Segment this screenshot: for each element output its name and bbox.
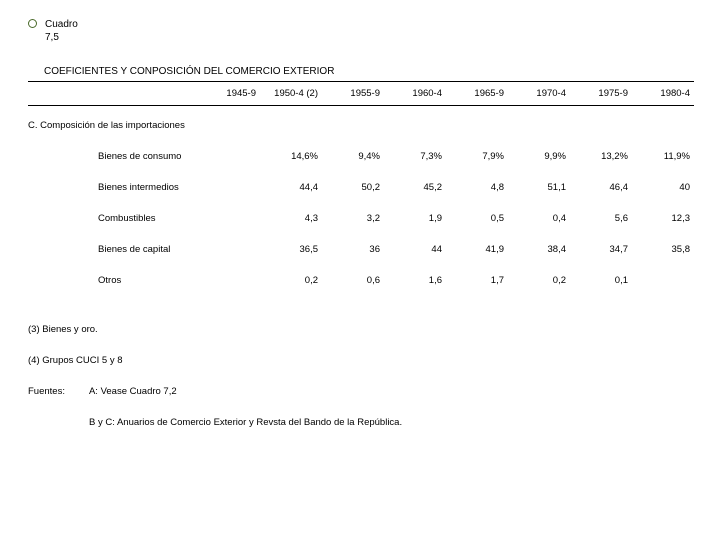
cuadro-line1: Cuadro bbox=[45, 18, 78, 31]
cell: 41,9 bbox=[446, 234, 508, 265]
cell: 50,2 bbox=[322, 172, 384, 203]
cell: 38,4 bbox=[508, 234, 570, 265]
cell: 0,2 bbox=[508, 265, 570, 296]
fuentes-text: A: Vease Cuadro 7,2 B y C: Anuarios de C… bbox=[89, 386, 402, 448]
col-header: 1950-4 (2) bbox=[260, 82, 322, 106]
section-header-row: C. Composición de las importaciones bbox=[28, 106, 694, 142]
cell: 3,2 bbox=[322, 203, 384, 234]
col-header: 1970-4 bbox=[508, 82, 570, 106]
cuadro-line2: 7,5 bbox=[45, 31, 78, 44]
cell bbox=[198, 203, 260, 234]
cell: 0,2 bbox=[260, 265, 322, 296]
cell: 14,6% bbox=[260, 141, 322, 172]
cell: 9,9% bbox=[508, 141, 570, 172]
cuadro-header: Cuadro 7,5 bbox=[28, 18, 692, 44]
table-row: Otros 0,2 0,6 1,6 1,7 0,2 0,1 bbox=[28, 265, 694, 296]
cell: 35,8 bbox=[632, 234, 694, 265]
cell: 36,5 bbox=[260, 234, 322, 265]
cell: 5,6 bbox=[570, 203, 632, 234]
table-row: Combustibles 4,3 3,2 1,9 0,5 0,4 5,6 12,… bbox=[28, 203, 694, 234]
cell: 7,9% bbox=[446, 141, 508, 172]
cell bbox=[198, 172, 260, 203]
section-header-label: C. Composición de las importaciones bbox=[28, 106, 694, 142]
cell: 0,4 bbox=[508, 203, 570, 234]
cell: 34,7 bbox=[570, 234, 632, 265]
cell bbox=[198, 141, 260, 172]
cell bbox=[198, 234, 260, 265]
cell: 4,8 bbox=[446, 172, 508, 203]
cell: 13,2% bbox=[570, 141, 632, 172]
cell: 4,3 bbox=[260, 203, 322, 234]
col-header: 1975-9 bbox=[570, 82, 632, 106]
row-label: Bienes de capital bbox=[28, 234, 198, 265]
col-header: 1945-9 bbox=[198, 82, 260, 106]
cell: 1,7 bbox=[446, 265, 508, 296]
cell: 45,2 bbox=[384, 172, 446, 203]
cell: 44 bbox=[384, 234, 446, 265]
col-header: 1955-9 bbox=[322, 82, 384, 106]
cell: 7,3% bbox=[384, 141, 446, 172]
cell: 11,9% bbox=[632, 141, 694, 172]
cell bbox=[632, 265, 694, 296]
cell: 0,1 bbox=[570, 265, 632, 296]
footnote-4: (4) Grupos CUCI 5 y 8 bbox=[28, 355, 692, 366]
fuente-bc: B y C: Anuarios de Comercio Exterior y R… bbox=[89, 417, 402, 428]
footnotes: (3) Bienes y oro. (4) Grupos CUCI 5 y 8 … bbox=[28, 324, 692, 448]
row-label: Combustibles bbox=[28, 203, 198, 234]
table-row: Bienes de capital 36,5 36 44 41,9 38,4 3… bbox=[28, 234, 694, 265]
cell: 9,4% bbox=[322, 141, 384, 172]
row-label: Bienes intermedios bbox=[28, 172, 198, 203]
cell: 0,6 bbox=[322, 265, 384, 296]
col-header: 1980-4 bbox=[632, 82, 694, 106]
cell: 36 bbox=[322, 234, 384, 265]
cell: 1,9 bbox=[384, 203, 446, 234]
page-title: COEFICIENTES Y CONPOSICIÓN DEL COMERCIO … bbox=[44, 66, 692, 77]
cell bbox=[198, 265, 260, 296]
row-label: Otros bbox=[28, 265, 198, 296]
col-header: 1965-9 bbox=[446, 82, 508, 106]
fuentes-label: Fuentes: bbox=[28, 386, 65, 448]
col-header: 1960-4 bbox=[384, 82, 446, 106]
col-header bbox=[28, 82, 198, 106]
cell: 51,1 bbox=[508, 172, 570, 203]
fuente-a: A: Vease Cuadro 7,2 bbox=[89, 386, 402, 397]
cell: 40 bbox=[632, 172, 694, 203]
cell: 46,4 bbox=[570, 172, 632, 203]
cell: 44,4 bbox=[260, 172, 322, 203]
table-row: Bienes de consumo 14,6% 9,4% 7,3% 7,9% 9… bbox=[28, 141, 694, 172]
cell: 1,6 bbox=[384, 265, 446, 296]
bullet-icon bbox=[28, 19, 37, 28]
table-header-row: 1945-9 1950-4 (2) 1955-9 1960-4 1965-9 1… bbox=[28, 82, 694, 106]
cuadro-label: Cuadro 7,5 bbox=[45, 18, 78, 44]
row-label: Bienes de consumo bbox=[28, 141, 198, 172]
cell: 12,3 bbox=[632, 203, 694, 234]
fuentes-block: Fuentes: A: Vease Cuadro 7,2 B y C: Anua… bbox=[28, 386, 692, 448]
cell: 0,5 bbox=[446, 203, 508, 234]
footnote-3: (3) Bienes y oro. bbox=[28, 324, 692, 335]
data-table: 1945-9 1950-4 (2) 1955-9 1960-4 1965-9 1… bbox=[28, 81, 694, 296]
table-row: Bienes intermedios 44,4 50,2 45,2 4,8 51… bbox=[28, 172, 694, 203]
